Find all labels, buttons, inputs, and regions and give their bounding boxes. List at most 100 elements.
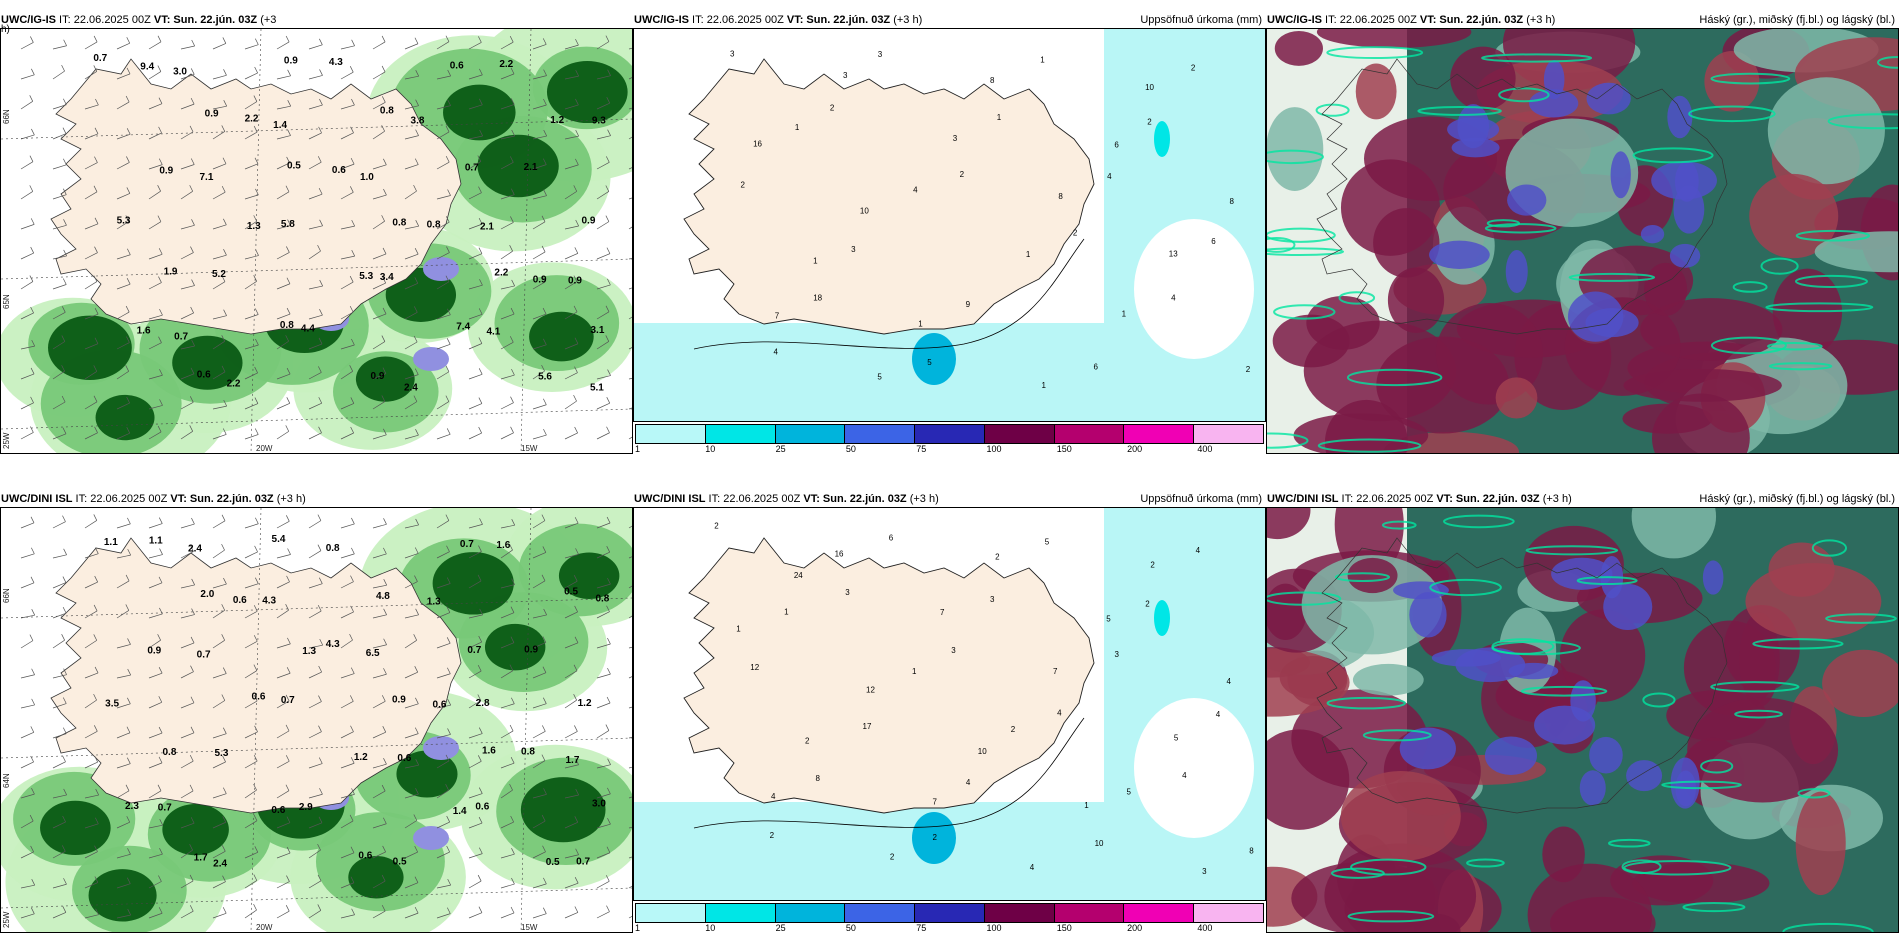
- precip-colorbar: 1 10 25 50 75 100 150 200 400: [635, 903, 1264, 933]
- precip-value-label: 0.7: [174, 332, 188, 343]
- precip-value-label: 5: [877, 372, 882, 381]
- lat-label: 65N: [2, 294, 11, 309]
- precip-value-label: 2.8: [476, 698, 490, 709]
- precip-value-label: 0.8: [162, 747, 176, 758]
- colorbar-tick: 75: [916, 923, 927, 933]
- precip-value-label: 1.2: [550, 115, 564, 126]
- precip-value-label: 1: [736, 624, 741, 633]
- map-frame[interactable]: 3 2 2 2 4 4 3 1 4 6 18 5 1 2 2 3 9 6 2 1 4 1 1 2 3 3 8 13 7 5 8 6 8 1 1 1 10…: [633, 28, 1266, 422]
- panel-field-label: Háský (gr.), miðský (fj.bl.) og lágský (…: [1699, 493, 1895, 505]
- precip-value-label: 0.8: [521, 746, 535, 757]
- precip-value-label: 2: [1191, 64, 1196, 73]
- precip-value-label: 0.9: [205, 108, 219, 119]
- precip-value-label: 1: [1122, 309, 1127, 318]
- precip-value-label: 1: [1040, 56, 1045, 65]
- panel-title: UWC/IG-IS IT: 22.06.2025 00Z VT: Sun. 22…: [1, 14, 276, 35]
- precip-value-label: 3: [878, 50, 883, 59]
- lon-label-25w: 25W: [2, 432, 11, 449]
- precip-value-label: 7: [940, 608, 945, 617]
- colorbar-swatch: [636, 904, 706, 922]
- colorbar-swatch: [1194, 425, 1264, 443]
- panel-field-label: Uppsöfnuð úrkoma (mm): [1140, 14, 1262, 26]
- precip-value-label: 2.4: [188, 543, 202, 554]
- map-frame[interactable]: 66N 65N 25W 20W 15W 0.7 0.9 0.5 0.8 2.2 3.1 0.6 0.9 0…: [0, 28, 633, 454]
- precip-value-label: 0.6: [252, 691, 266, 702]
- precip-value-label: 1: [795, 123, 800, 132]
- precip-value-label: 0.9: [568, 276, 582, 287]
- precip-value-label: 0.8: [595, 594, 609, 605]
- precip-value-label: 1.3: [302, 646, 316, 657]
- map-frame[interactable]: [1266, 507, 1899, 933]
- precip-value-label: 0.7: [465, 162, 479, 173]
- model-name: UWC/DINI ISL: [1, 493, 73, 505]
- precip-value-label: 2: [714, 521, 719, 530]
- precip-value-label: 4: [966, 778, 971, 787]
- precip-value-label: 1: [1041, 381, 1046, 390]
- colorbar-tick: 100: [986, 444, 1002, 454]
- colorbar-swatch: [1124, 904, 1195, 922]
- precip-value-label: 4.8: [376, 591, 390, 602]
- colorbar-tick: 10: [705, 444, 716, 454]
- map-canvas: 3 2 2 2 4 4 3 1 4 6 18 5 1 2 2 3 9 6 2 1 4 1 1 2 3 3 8 13 7 5 8 6 8 1 1 1 10…: [634, 29, 1265, 421]
- model-name: UWC/IG-IS: [1, 14, 56, 26]
- precip-value-label: 13: [1169, 250, 1178, 259]
- map-frame[interactable]: [1266, 28, 1899, 454]
- map-frame[interactable]: 2 3 3 4 4 2 6 3 3 4 8 2 5 2 12 17 4 10 4 1 1 2 5 8 16 7 7 5 4 2 2 5 4 2 7 4…: [633, 507, 1266, 901]
- precip-value-label: 0.6: [271, 805, 285, 816]
- colorbar-swatch: [915, 425, 985, 443]
- iceland-land: [50, 537, 462, 814]
- precip-value-label: 2: [830, 104, 835, 113]
- colorbar-swatch: [845, 904, 916, 922]
- colorbar-tick: 200: [1127, 923, 1143, 933]
- precip-value-label: 4: [773, 347, 778, 356]
- precip-value-label: 5.3: [117, 215, 131, 226]
- precip-value-label: 3: [953, 134, 958, 143]
- panel-title: UWC/DINI ISL IT: 22.06.2025 00Z VT: Sun.…: [1, 493, 306, 505]
- precip-value-label: 16: [835, 549, 844, 558]
- precip-value-label: 7.1: [199, 172, 213, 183]
- precip-colorbar: 1 10 25 50 75 100 150 200 400: [635, 424, 1264, 454]
- precip-value-label: 2: [932, 833, 937, 842]
- precip-value-label: 5: [927, 358, 932, 367]
- precip-value-label: 1: [918, 320, 923, 329]
- init-label: IT:: [705, 493, 724, 505]
- colorbar-tick: 100: [986, 923, 1002, 933]
- precip-value-label: 3: [1115, 650, 1120, 659]
- precip-value-label: 0.5: [393, 856, 407, 867]
- precip-value-label: 5.3: [214, 748, 228, 759]
- lat-label-66n: 66N: [2, 588, 11, 603]
- init-label: IT:: [1322, 14, 1340, 26]
- colorbar-swatch: [705, 425, 776, 443]
- precip-value-label: 4.3: [329, 57, 343, 68]
- map-frame[interactable]: 66N 64N 25W 20W 15W 1.1 2.0 1.3 0.9 1.6 3.0 1.7 5.4 4…: [0, 507, 633, 933]
- precip-value-label: 1.2: [578, 698, 592, 709]
- iceland-land: [50, 58, 462, 335]
- precip-value-label: 6: [1114, 140, 1119, 149]
- precip-value-label: 0.7: [467, 645, 481, 656]
- init-label: IT:: [72, 493, 91, 505]
- precip-value-label: 1.6: [496, 540, 510, 551]
- lon-label-20w: 20W: [256, 444, 273, 453]
- precip-value-label: 2: [1073, 228, 1078, 237]
- precip-value-label: 0.9: [533, 274, 547, 285]
- panel-title: UWC/IG-IS IT: 22.06.2025 00Z VT: Sun. 22…: [634, 14, 922, 26]
- iceland-outline: [1316, 537, 1728, 814]
- precip-value-label: 1.3: [427, 596, 441, 607]
- map-panel-bottom-left: UWC/DINI ISL IT: 22.06.2025 00Z VT: Sun.…: [0, 487, 633, 933]
- precip-value-label: 9: [966, 300, 971, 309]
- colorbar-swatch: [636, 425, 706, 443]
- precip-value-label: 5.3: [359, 271, 373, 282]
- precip-value-label: 1.3: [247, 221, 261, 232]
- precip-value-label: 4: [1057, 709, 1062, 718]
- valid-label: VT: Sun. 22.jún. 03Z: [170, 493, 274, 505]
- init-time: 22.06.2025 00Z: [1339, 14, 1420, 26]
- precip-value-label: 0.6: [433, 700, 447, 711]
- colorbar-swatch: [915, 904, 985, 922]
- precip-value-label: 0.8: [427, 220, 441, 231]
- precip-value-label: 2: [740, 181, 745, 190]
- precip-value-label: 0.6: [233, 595, 247, 606]
- precip-value-label: 0.7: [197, 650, 211, 661]
- precip-value-label: 3.0: [173, 66, 187, 77]
- precip-value-label: 2.1: [524, 162, 538, 173]
- iceland-outline: [1316, 58, 1728, 335]
